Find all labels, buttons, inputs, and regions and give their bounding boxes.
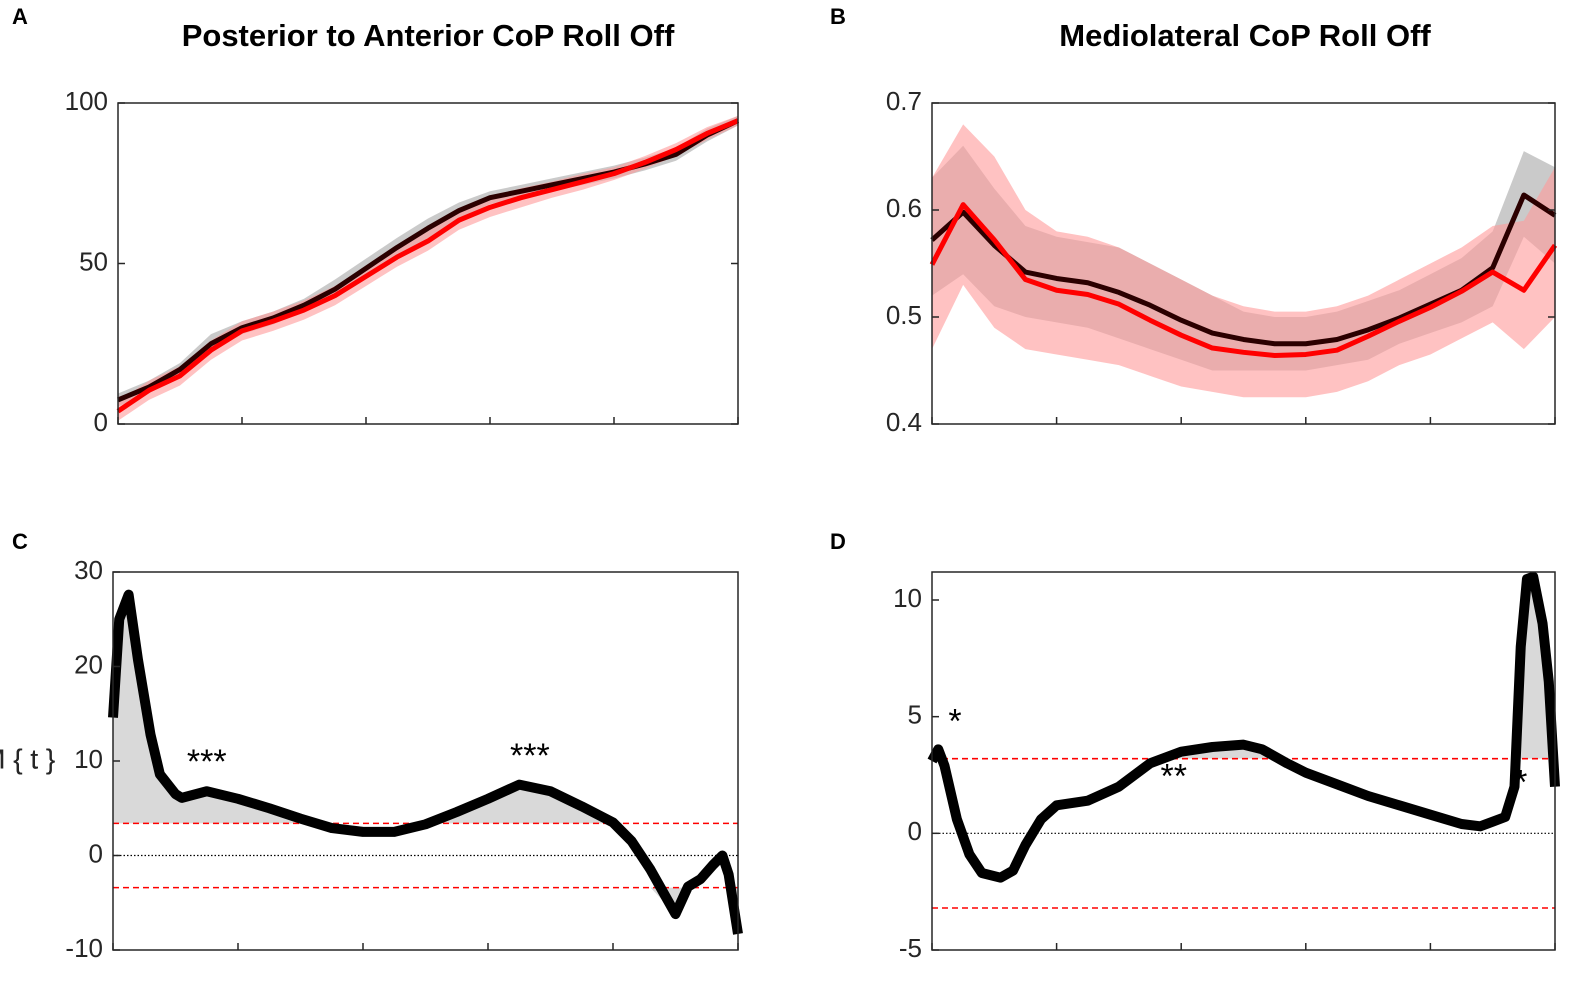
annotation: * — [1514, 763, 1527, 801]
panel-letter: C — [12, 529, 28, 554]
y-axis-label: SPM { t } — [0, 743, 55, 774]
mean-line — [929, 202, 1558, 359]
y-tick-label: 20 — [74, 649, 103, 679]
band — [932, 124, 1555, 398]
supra-threshold-area — [932, 576, 1555, 759]
mean-line — [116, 118, 739, 414]
y-tick-label: 0 — [908, 816, 922, 846]
spm-curve — [927, 571, 1560, 883]
y-tick-label: 30 — [74, 555, 103, 585]
annotation: * — [948, 703, 961, 741]
y-tick-label: 100 — [65, 86, 108, 116]
chart-title: Mediolateral CoP Roll Off — [1059, 18, 1431, 53]
y-tick-label: 10 — [893, 583, 922, 613]
supra-threshold-area — [113, 594, 738, 824]
y-tick-label: 0.6 — [886, 193, 922, 223]
y-tick-label: 0 — [89, 838, 103, 868]
chart-title: Posterior to Anterior CoP Roll Off — [182, 18, 675, 53]
annotation: *** — [187, 743, 227, 781]
band — [118, 115, 738, 421]
y-tick-label: -5 — [899, 933, 922, 963]
axes-box — [931, 571, 1556, 951]
annotation: ** — [1160, 757, 1186, 795]
y-tick-label: 50 — [79, 246, 108, 276]
supra-threshold-area — [113, 887, 738, 934]
annotation: *** — [510, 737, 550, 775]
y-tick-label: 5 — [908, 700, 922, 730]
spm-curve — [108, 589, 743, 935]
y-tick-label: 0.7 — [886, 86, 922, 116]
y-tick-label: 0 — [94, 407, 108, 437]
panel-letter: D — [830, 529, 846, 554]
y-axis-label: SPM { t } — [0, 743, 55, 774]
y-tick-label: 0.5 — [886, 300, 922, 330]
y-tick-label: -10 — [65, 933, 103, 963]
panel-letter: B — [830, 4, 846, 29]
axes-box — [117, 102, 739, 425]
y-tick-label: 0.4 — [886, 407, 922, 437]
panel-letter: A — [12, 4, 28, 29]
axes-box — [931, 102, 1556, 425]
y-tick-label: 10 — [74, 744, 103, 774]
